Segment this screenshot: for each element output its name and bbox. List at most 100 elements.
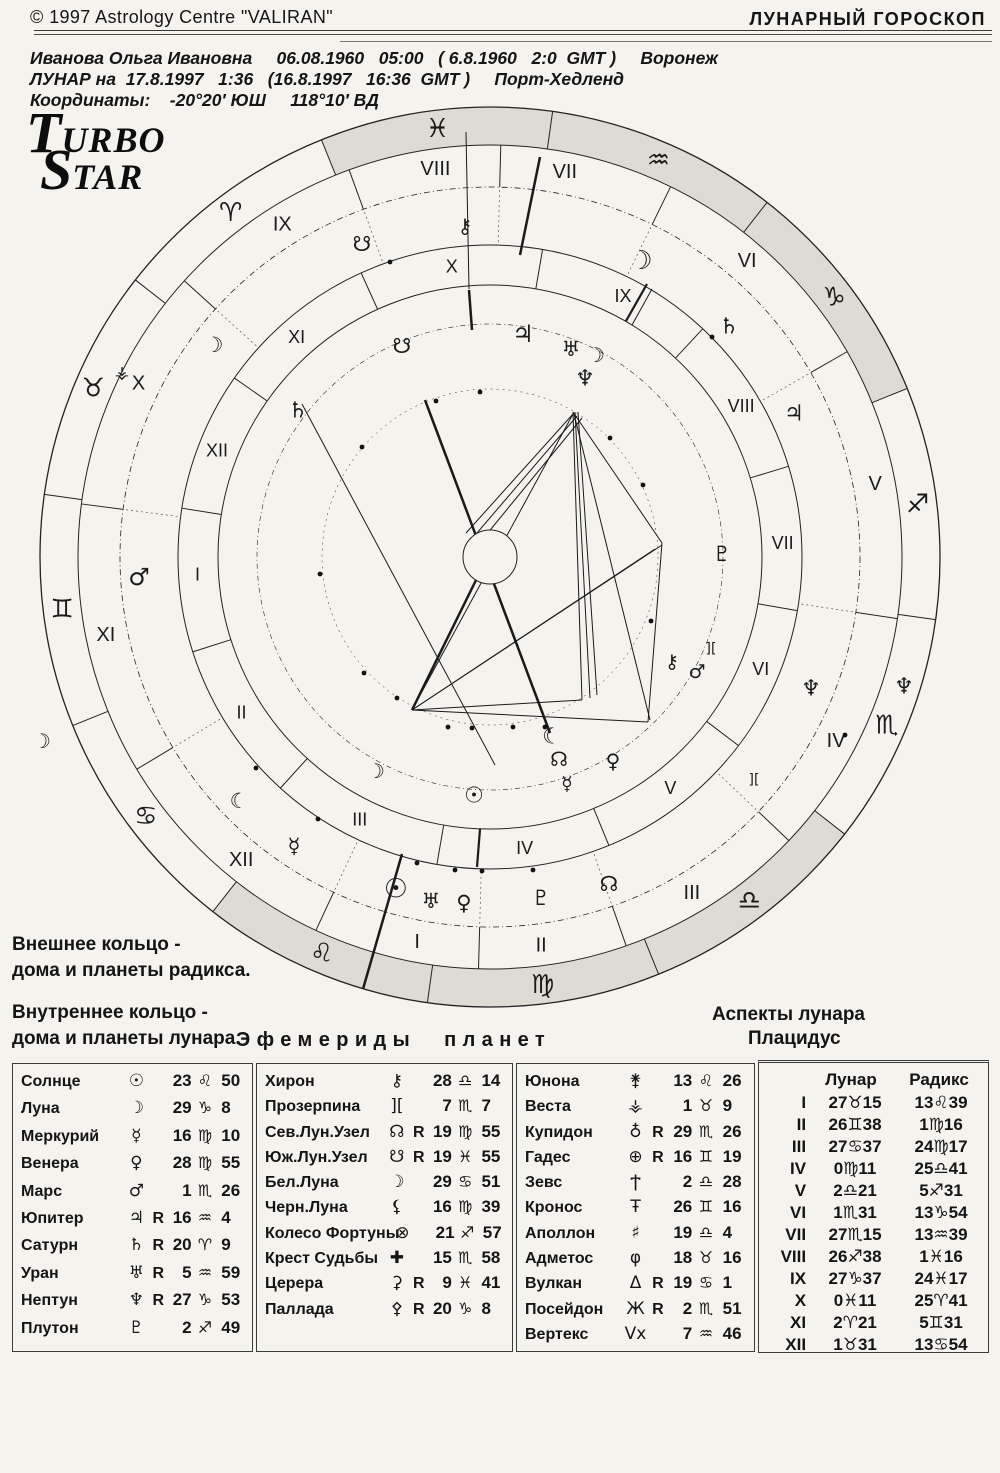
lunar-house-numeral: IX bbox=[615, 286, 632, 306]
degrees-value: 2 bbox=[682, 1172, 693, 1192]
planet-glyph-♇: ♇ bbox=[713, 542, 732, 566]
cusp-connector bbox=[363, 211, 383, 262]
planet-name: Сев.Лун.Узел bbox=[265, 1123, 370, 1141]
planet-row: Посейдон Ж R 2 ♏ 51 bbox=[525, 1299, 750, 1324]
aspect-line bbox=[572, 411, 583, 701]
degrees-value: 7 bbox=[682, 1323, 693, 1343]
planet-glyph-♄: ♄ bbox=[288, 399, 308, 424]
cusp-connector bbox=[593, 854, 612, 905]
planet-glyph-⚶: ⚶ bbox=[115, 363, 129, 383]
zodiac-♈-icon: ♈ bbox=[219, 198, 242, 228]
planet-glyph-☽: ☽ bbox=[33, 729, 51, 753]
minutes-value: 8 bbox=[221, 1098, 231, 1118]
planet-symbol-icon: ][ bbox=[390, 1096, 404, 1117]
cusp-connector bbox=[479, 871, 482, 925]
planet-glyph-☽: ☽ bbox=[587, 343, 605, 367]
lunar-cusp-value: 0♓11 bbox=[833, 1291, 877, 1310]
degree-dot bbox=[479, 868, 485, 874]
house-row: IX 27♑37 24♓17 bbox=[767, 1269, 984, 1291]
degree-dot bbox=[317, 571, 323, 577]
radix-cusp-value: 25♈41 bbox=[914, 1291, 968, 1310]
planet-row: Плутон ♇ 2 ♐ 49 bbox=[21, 1318, 248, 1345]
degree-dot bbox=[477, 389, 483, 395]
house-row: XI 2♈21 5♊31 bbox=[767, 1313, 984, 1335]
planet-symbol-icon: Ŧ bbox=[630, 1197, 641, 1218]
house-row: III 27♋37 24♍17 bbox=[767, 1137, 984, 1159]
planet-symbol-icon: ⊕ bbox=[628, 1146, 643, 1167]
lunar-cusp-value: 26♐38 bbox=[828, 1247, 882, 1266]
degree-dot bbox=[433, 398, 439, 404]
minutes-value: 50 bbox=[221, 1071, 241, 1090]
zodiac-sign-icon: ♎ bbox=[698, 1172, 714, 1192]
planet-symbol-icon: ⚳ bbox=[390, 1273, 404, 1294]
horoscope-wheel: ♈♉♊♋♌♍♎♏♐♑♒♓I IIIIIIVVVIVIIVIIIIXXXIXIIII… bbox=[33, 106, 941, 1008]
zodiac-sign-icon: ♐ bbox=[460, 1222, 475, 1242]
planet-glyph-☋: ☋ bbox=[353, 232, 372, 256]
degrees-value: 23 bbox=[172, 1071, 192, 1090]
degree-dot bbox=[648, 618, 654, 624]
planet-glyph-♄: ♄ bbox=[719, 315, 739, 340]
degrees-value: 29 bbox=[432, 1172, 452, 1192]
planet-symbol-icon: ⚵ bbox=[629, 1071, 642, 1091]
zodiac-sign-icon: ♓ bbox=[457, 1273, 473, 1293]
degrees-value: 7 bbox=[442, 1096, 452, 1116]
lunar-house-cusp bbox=[360, 272, 379, 310]
radix-house-cusp bbox=[499, 145, 502, 188]
logo-urbo: URBO bbox=[61, 120, 166, 160]
sign-divider bbox=[72, 710, 109, 727]
aspect-line bbox=[625, 283, 648, 322]
zodiac-♒-icon: ♒ bbox=[647, 145, 670, 175]
planet-row: Юнона ⚵ 13 ♌ 26 bbox=[525, 1071, 750, 1096]
zodiac-♓-icon: ♓ bbox=[426, 114, 449, 144]
sign-divider bbox=[320, 139, 337, 176]
cusp-connector bbox=[216, 310, 257, 347]
planet-name: Нептун bbox=[21, 1292, 78, 1310]
sign-divider bbox=[871, 387, 908, 404]
planet-row: Паллада ⚴ R 20 ♑ 8 bbox=[265, 1299, 508, 1324]
spacer bbox=[767, 1070, 807, 1093]
retrograde-flag: R bbox=[652, 1275, 664, 1293]
minutes-value: 14 bbox=[481, 1071, 501, 1090]
planet-name: Крест Судьбы bbox=[265, 1250, 378, 1268]
planet-name: Кронос bbox=[525, 1199, 583, 1217]
lunar-house-numeral: III bbox=[352, 809, 367, 829]
zodiac-♌-icon: ♌ bbox=[310, 939, 333, 969]
planet-glyph-♂: ♂ bbox=[128, 563, 150, 591]
planet-name: Веста bbox=[525, 1098, 571, 1116]
degree-dot bbox=[387, 259, 393, 265]
zodiac-sign-icon: ♋ bbox=[457, 1172, 473, 1192]
planet-symbol-icon: ⚸ bbox=[390, 1197, 404, 1218]
zodiac-sign-icon: ♒ bbox=[197, 1207, 213, 1227]
retrograde-flag: R bbox=[152, 1209, 165, 1227]
degrees-value: 9 bbox=[442, 1273, 452, 1293]
house-number: VIII bbox=[780, 1247, 807, 1266]
minutes-value: 55 bbox=[481, 1121, 501, 1141]
radix-cusp-value: 13♑54 bbox=[914, 1203, 968, 1222]
aspect-line bbox=[573, 413, 651, 721]
zodiac-sign-icon: ♏ bbox=[698, 1298, 714, 1318]
degrees-value: 26 bbox=[673, 1197, 693, 1217]
planet-symbol-icon: ♯ bbox=[631, 1222, 640, 1243]
degree-dot bbox=[361, 670, 367, 676]
sign-divider bbox=[643, 938, 660, 975]
planet-symbol-icon: ⊗ bbox=[395, 1222, 410, 1243]
radix-house-cusp bbox=[651, 186, 672, 225]
planet-name: Сатурн bbox=[21, 1237, 79, 1255]
planet-name: Солнце bbox=[21, 1073, 81, 1090]
lunar-house-numeral: X bbox=[446, 257, 458, 277]
aspect-line bbox=[361, 853, 404, 990]
planet-row: Кронос Ŧ 26 ♊ 16 bbox=[525, 1197, 750, 1222]
planet-symbol-icon: ☿ bbox=[131, 1125, 142, 1146]
minutes-value: 26 bbox=[722, 1071, 742, 1090]
zodiac-sign-icon: ♎ bbox=[457, 1071, 473, 1090]
degree-dot bbox=[530, 867, 536, 873]
minutes-value: 46 bbox=[722, 1323, 742, 1343]
retrograde-flag: R bbox=[152, 1237, 165, 1255]
planet-row: Адметос φ 18 ♉ 16 bbox=[525, 1248, 750, 1273]
planet-name: Хирон bbox=[265, 1073, 315, 1090]
minutes-value: 51 bbox=[722, 1298, 742, 1318]
cusp-connector bbox=[334, 842, 358, 891]
aspect-line bbox=[411, 699, 583, 711]
turbo-star-logo: TURBO STAR bbox=[26, 104, 166, 199]
cusp-connector bbox=[174, 718, 221, 747]
